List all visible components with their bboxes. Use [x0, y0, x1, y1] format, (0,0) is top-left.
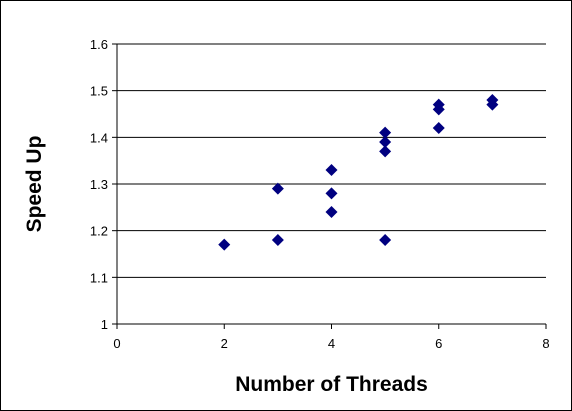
y-tick-label: 1.3 [90, 177, 108, 192]
data-points [218, 94, 499, 251]
data-point [432, 103, 445, 116]
x-tick-labels: 0 2 4 6 8 [113, 336, 549, 351]
axes [112, 43, 547, 329]
x-tick-label: 4 [328, 336, 335, 351]
data-point [486, 98, 499, 111]
data-point [218, 238, 231, 251]
data-point [325, 164, 338, 176]
x-tick-label: 8 [542, 336, 549, 351]
y-tick-label: 1.5 [90, 84, 108, 99]
y-tick-labels: 1 1.1 1.2 1.3 1.4 1.5 1.6 [90, 37, 108, 332]
data-point [325, 206, 338, 218]
data-point [271, 182, 284, 195]
y-tick-label: 1.1 [90, 270, 108, 285]
data-point [379, 126, 392, 139]
x-tick-label: 6 [435, 336, 442, 351]
data-point [379, 145, 392, 158]
data-point [432, 122, 445, 134]
x-tick-label: 2 [221, 336, 228, 351]
data-point [325, 187, 338, 200]
y-axis-title: Speed Up [23, 136, 46, 233]
data-point [379, 136, 392, 148]
y-tick-label: 1.4 [90, 130, 108, 145]
x-axis-title: Number of Threads [235, 373, 428, 396]
gridlines [117, 43, 546, 278]
y-tick-label: 1 [101, 317, 108, 332]
y-tick-label: 1.2 [90, 224, 108, 239]
data-point [271, 234, 284, 246]
data-point [379, 234, 392, 246]
y-tick-label: 1.6 [90, 37, 108, 52]
x-tick-label: 0 [113, 336, 120, 351]
